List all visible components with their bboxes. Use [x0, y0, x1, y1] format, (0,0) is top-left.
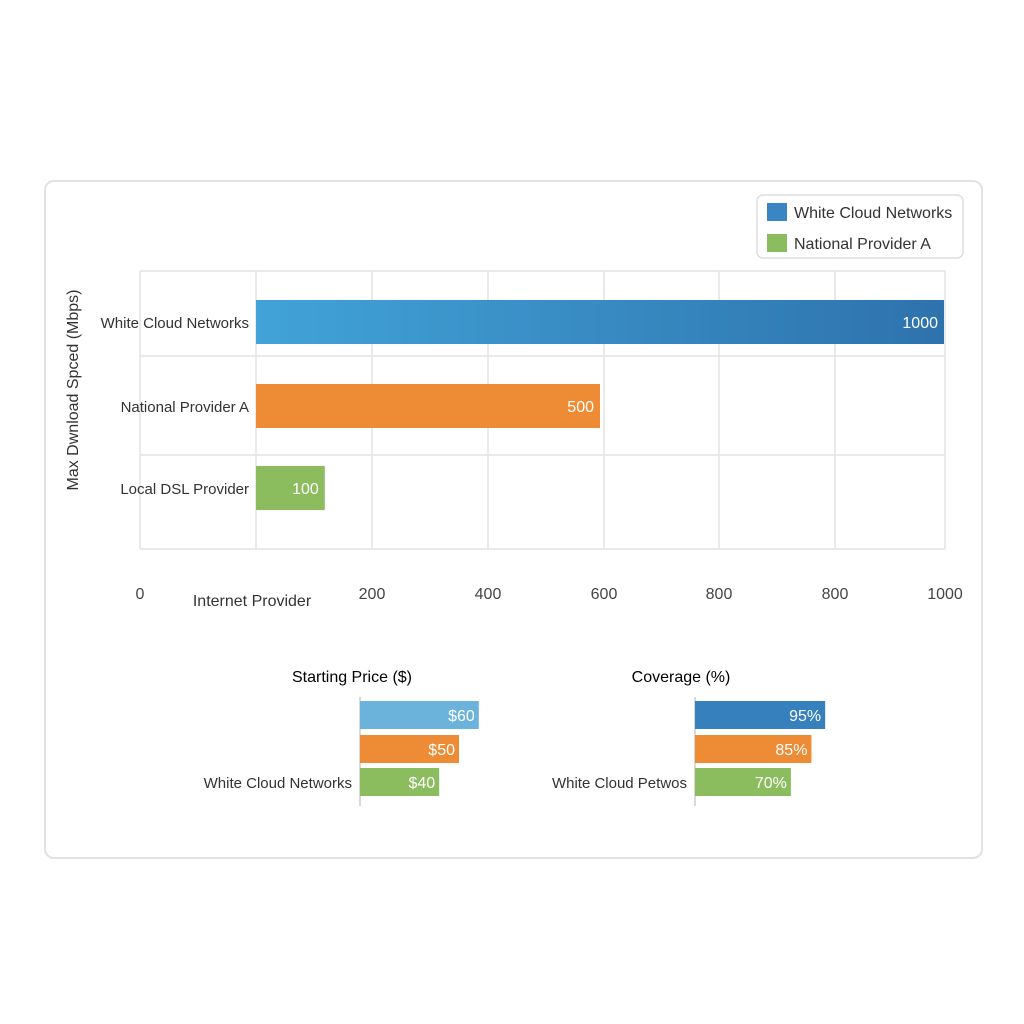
x-tick-label: 600: [591, 586, 618, 603]
bar-value-label: 100: [292, 481, 319, 498]
y-axis-label: Max Dwnload Spced (Mbps): [65, 290, 82, 491]
bar-value-label: 95%: [789, 708, 821, 725]
legend-label: White Cloud Networks: [794, 205, 952, 222]
category-label: White Cloud Networks: [101, 315, 249, 332]
x-tick-label: 800: [822, 586, 849, 603]
coverage-chart-title: Coverage (%): [632, 669, 731, 686]
legend-swatch: [767, 234, 787, 252]
bar-value-label: 85%: [775, 742, 807, 759]
bar: [695, 735, 812, 763]
category-label: Local DSL Provider: [120, 481, 249, 498]
bar-value-label: 500: [567, 399, 594, 416]
bar: [360, 701, 479, 729]
bar: [256, 300, 944, 344]
bar-value-label: 70%: [755, 775, 787, 792]
bar: [695, 768, 791, 796]
bar: [256, 466, 325, 510]
x-tick-label: 200: [359, 586, 386, 603]
bar-value-label: 1000: [902, 315, 938, 332]
x-tick-label: 400: [475, 586, 502, 603]
x-tick-label: 1000: [927, 586, 963, 603]
bar-value-label: $50: [428, 742, 455, 759]
bar: [256, 384, 600, 428]
bar: [360, 768, 440, 796]
bar: [360, 735, 459, 763]
category-label: White Cloud Petwos: [552, 775, 687, 792]
bar-value-label: $40: [408, 775, 435, 792]
bar-value-label: $60: [448, 708, 475, 725]
category-label: White Cloud Networks: [204, 775, 352, 792]
x-axis-label: Internet Provider: [193, 593, 312, 610]
bar: [695, 701, 826, 729]
x-tick-label: 0: [136, 586, 145, 603]
category-label: National Provider A: [121, 399, 249, 416]
x-tick-label: 800: [706, 586, 733, 603]
chart-card: [44, 180, 983, 859]
legend-swatch: [767, 203, 787, 221]
legend: White Cloud Networks National Provider A: [756, 194, 964, 259]
legend-label: National Provider A: [794, 236, 931, 253]
price-chart-title: Starting Price ($): [292, 669, 412, 686]
